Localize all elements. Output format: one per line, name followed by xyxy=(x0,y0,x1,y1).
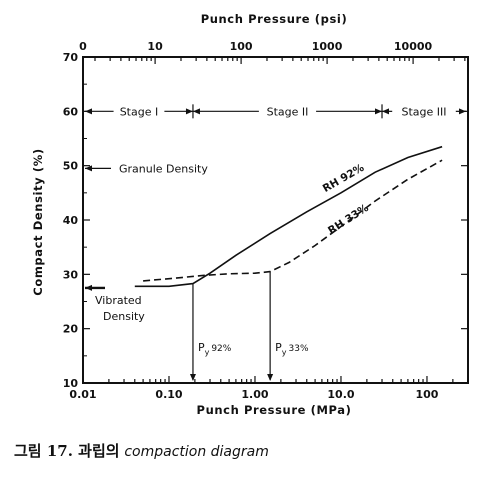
granule-density-arrow xyxy=(85,165,92,172)
caption-prefix: 그림 17. 과립의 xyxy=(14,442,120,460)
x-tick-label-top: 0 xyxy=(79,40,87,53)
granule-density-label: Granule Density xyxy=(119,162,208,175)
y-tick-label: 30 xyxy=(63,268,79,281)
stage-label: Stage III xyxy=(401,105,446,118)
data-series xyxy=(134,145,443,288)
y-axis-title: Compact Density (%) xyxy=(31,148,45,295)
annotations: Stage I Stage II Stage III Granule Density V… xyxy=(85,104,466,381)
py-marker-arrow xyxy=(189,374,196,381)
x-tick-label-top: 10 xyxy=(147,40,163,53)
x-tick-label-bottom: 1.00 xyxy=(241,388,268,401)
vibrated-density-arrow xyxy=(85,284,92,291)
stage-label: Stage I xyxy=(120,105,159,118)
vibrated-density-label: Vibrated xyxy=(95,294,142,307)
y-tick-label: 10 xyxy=(63,377,79,390)
stage-arrow-left xyxy=(382,108,390,115)
caption-italic: compaction diagram xyxy=(124,444,269,460)
y-tick-label: 40 xyxy=(63,214,79,227)
series-line xyxy=(134,145,443,288)
stage-label: Stage II xyxy=(267,105,309,118)
x-tick-label-bottom: 10.0 xyxy=(327,388,354,401)
stage-arrow-left xyxy=(85,108,92,115)
stage-arrow-right xyxy=(185,108,193,115)
curve-label: RH 92% xyxy=(321,162,367,195)
vibrated-density-label: Density xyxy=(103,310,145,323)
stage-arrow-right xyxy=(459,108,466,115)
stage-arrow-right xyxy=(375,108,383,115)
compaction-chart: 0.01 0.10 1.00 10.0 1000 10 100 1000 10000102030… xyxy=(31,12,469,417)
axis-ticks xyxy=(82,56,469,384)
axis-tick-labels: 0.01 0.10 1.00 10.0 1000 10 100 1000 10000102030… xyxy=(63,40,439,401)
figure-caption: 그림 17. 과립의 compaction diagram xyxy=(14,440,269,461)
y-tick-label: 20 xyxy=(63,323,79,336)
py-marker-label: Py 33% xyxy=(275,341,309,357)
x-tick-label-bottom: 0.01 xyxy=(69,388,96,401)
series-line xyxy=(143,159,443,282)
stage-arrow-left xyxy=(192,108,200,115)
x-tick-label-top: 100 xyxy=(230,40,253,53)
py-marker-label: Py 92% xyxy=(198,341,232,357)
y-tick-label: 70 xyxy=(63,51,79,64)
x-tick-label-bottom: 100 xyxy=(415,388,438,401)
py-marker-arrow xyxy=(267,374,274,381)
x-tick-label-bottom: 0.10 xyxy=(155,388,182,401)
y-tick-label: 60 xyxy=(63,105,79,118)
x-tick-label-top: 10000 xyxy=(394,40,433,53)
x-tick-label-top: 1000 xyxy=(312,40,343,53)
y-tick-label: 50 xyxy=(63,160,79,173)
x-axis-title-bottom: Punch Pressure (MPa) xyxy=(197,403,352,417)
x-axis-title-top: Punch Pressure (psi) xyxy=(201,12,348,26)
